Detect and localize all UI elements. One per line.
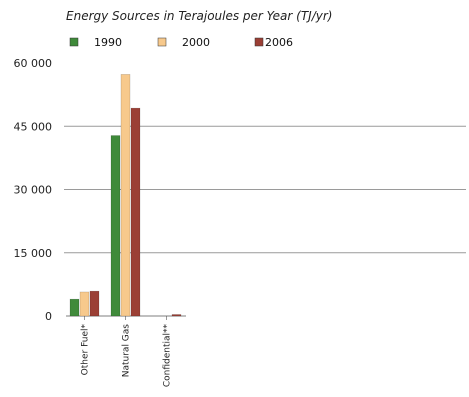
category-label: Other Fuel* — [81, 324, 91, 376]
bar-1990-0 — [69, 298, 80, 317]
y-axis-ticks: 0 15 000 30 000 45 000 60 000 — [14, 57, 53, 323]
category-label: Natural Gas — [122, 324, 132, 378]
legend-label-2000: 2000 — [182, 36, 210, 49]
y-tick-label: 30 000 — [14, 184, 53, 197]
bar-2006-2 — [171, 314, 182, 317]
bars — [69, 74, 182, 317]
legend-swatch-2000 — [157, 37, 167, 47]
y-tick-label: 45 000 — [14, 120, 53, 133]
y-tick-label: 15 000 — [14, 247, 53, 260]
legend-label-1990: 1990 — [94, 36, 122, 49]
chart-subtitle: Energy Sources in Terajoules per Year (T… — [66, 9, 332, 23]
bar-1990-1 — [110, 135, 121, 317]
bar-2000-1 — [120, 74, 131, 317]
bar-2006-1 — [130, 107, 141, 317]
legend: 1990 2000 2006 — [69, 36, 293, 49]
y-tick-label: 60 000 — [14, 57, 53, 70]
legend-swatch-2006 — [254, 37, 264, 47]
category-label: Confidential** — [163, 324, 173, 388]
bar-2000-0 — [79, 291, 90, 317]
y-tick-label: 0 — [45, 310, 52, 323]
bar-2006-0 — [89, 290, 100, 317]
legend-label-2006: 2006 — [265, 36, 293, 49]
legend-swatch-1990 — [69, 37, 79, 47]
x-axis-labels: Other Fuel* Natural Gas Confidential** — [81, 316, 173, 387]
